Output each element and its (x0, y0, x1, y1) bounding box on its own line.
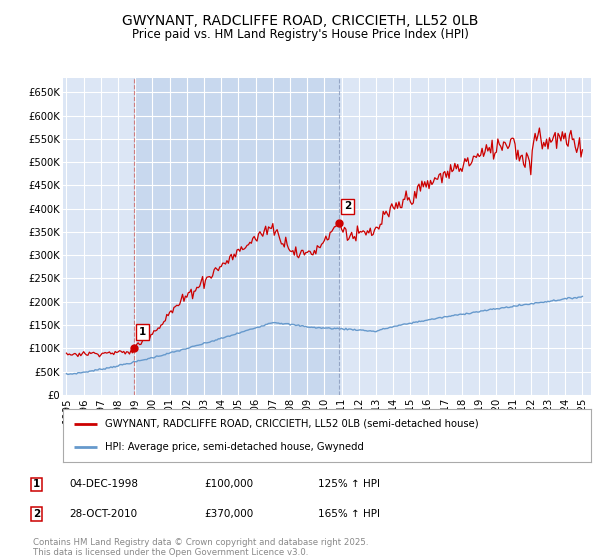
Text: Contains HM Land Registry data © Crown copyright and database right 2025.
This d: Contains HM Land Registry data © Crown c… (33, 538, 368, 557)
Text: GWYNANT, RADCLIFFE ROAD, CRICCIETH, LL52 0LB (semi-detached house): GWYNANT, RADCLIFFE ROAD, CRICCIETH, LL52… (105, 419, 479, 429)
Text: 165% ↑ HPI: 165% ↑ HPI (318, 509, 380, 519)
Text: 04-DEC-1998: 04-DEC-1998 (69, 479, 138, 489)
Text: Price paid vs. HM Land Registry's House Price Index (HPI): Price paid vs. HM Land Registry's House … (131, 28, 469, 41)
Text: 1: 1 (33, 479, 40, 489)
Text: 28-OCT-2010: 28-OCT-2010 (69, 509, 137, 519)
Text: 2: 2 (344, 202, 351, 211)
Text: HPI: Average price, semi-detached house, Gwynedd: HPI: Average price, semi-detached house,… (105, 442, 364, 452)
Text: GWYNANT, RADCLIFFE ROAD, CRICCIETH, LL52 0LB: GWYNANT, RADCLIFFE ROAD, CRICCIETH, LL52… (122, 14, 478, 28)
Bar (134, 78, 338, 395)
Text: 125% ↑ HPI: 125% ↑ HPI (318, 479, 380, 489)
Text: 2: 2 (33, 509, 40, 519)
Text: £100,000: £100,000 (204, 479, 253, 489)
Text: 1: 1 (139, 327, 146, 337)
Text: £370,000: £370,000 (204, 509, 253, 519)
